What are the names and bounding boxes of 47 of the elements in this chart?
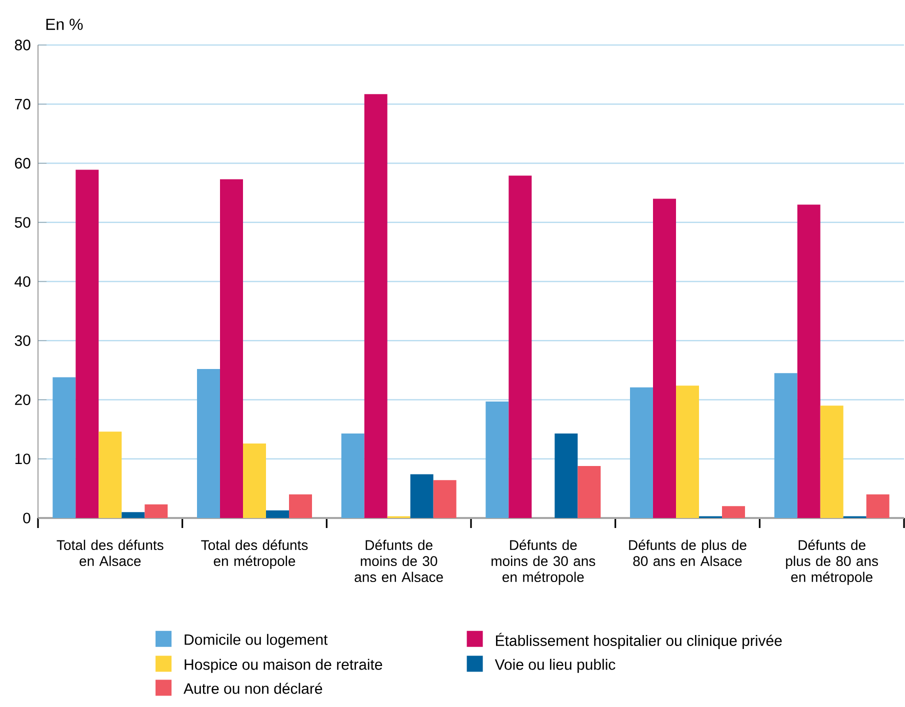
- y-tick-label: 60: [15, 158, 30, 169]
- bar: [722, 506, 746, 518]
- y-axis-title: En %: [46, 18, 83, 30]
- bar: [410, 474, 434, 518]
- bar: [76, 170, 99, 518]
- bar: [820, 406, 844, 518]
- bar: [433, 480, 456, 518]
- bar: [554, 433, 578, 518]
- bar: [220, 179, 243, 518]
- x-tick-label: Défunts de plus de 80 ans en métropole: [786, 540, 878, 585]
- legend-label: Hospice ou maison de retraite: [184, 658, 382, 673]
- bar: [98, 432, 122, 518]
- x-tick-label: Défunts de moins de 30 ans en métropole: [492, 540, 596, 585]
- y-tick-label: 80: [14, 40, 30, 50]
- x-tick-label: Total des défunts en Alsace: [56, 540, 164, 566]
- bar: [197, 369, 220, 518]
- legend-label: Domicile ou logement: [184, 634, 328, 648]
- legend-label: Autre ou non déclaré: [184, 682, 322, 694]
- y-tick-label: 10: [15, 454, 30, 464]
- bar: [630, 387, 653, 518]
- bar: [508, 176, 532, 518]
- y-tick-label: 40: [14, 276, 30, 287]
- bar: [797, 204, 820, 518]
- bar: [653, 198, 676, 518]
- bar: [122, 512, 145, 518]
- bar: [774, 373, 798, 518]
- legend-label: Établissement hospitalier ou clinique privée: [496, 632, 782, 649]
- bar: [486, 402, 509, 518]
- bar: [341, 433, 364, 518]
- bar: [289, 494, 312, 518]
- bar: [266, 510, 289, 518]
- y-tick-label: 50: [14, 217, 30, 228]
- bar: [578, 466, 601, 518]
- legend-label: Voie ou lieu public: [494, 658, 616, 673]
- bar: [243, 444, 266, 518]
- x-tick-label: Défunts de plus de 80 ans en Alsace: [629, 540, 746, 566]
- bar: [676, 386, 700, 518]
- bar: [364, 94, 388, 518]
- x-tick-label: Défunts de moins de 30 ans en Alsace: [354, 540, 443, 582]
- y-tick-label: 20: [15, 394, 30, 406]
- bar: [866, 494, 890, 518]
- y-tick-label: 30: [14, 335, 30, 346]
- x-tick-label: Total des défunts en métropole: [201, 540, 308, 569]
- bar: [52, 377, 76, 518]
- bar: [144, 504, 168, 518]
- y-tick-label: 70: [15, 98, 30, 110]
- y-tick-label: 0: [23, 512, 30, 524]
